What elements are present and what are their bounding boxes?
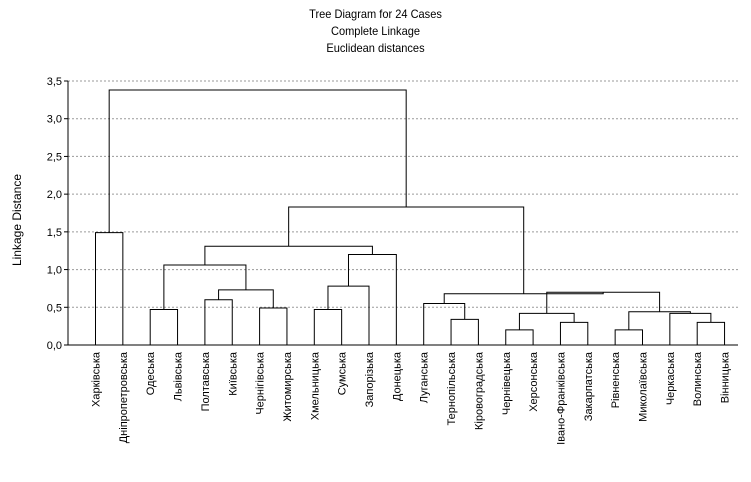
y-tick-label: 1,0 [47,265,62,277]
dendrogram-link [327,285,370,345]
case-label: Миколаївська [638,351,650,422]
case-label: Запорізька [364,351,376,407]
dendrogram-link [218,289,274,309]
dendrogram-link [546,291,661,314]
dendrogram-link [288,206,525,294]
case-label: Одеська [145,351,157,395]
case-label: Чернівецька [501,351,513,415]
chart-titles: Tree Diagram for 24 Cases Complete Linka… [0,6,751,57]
dendrogram-link [450,318,479,345]
case-label: Луганська [419,351,431,403]
case-label: Харківська [91,351,103,407]
dendrogram-link [423,303,466,345]
case-labels: Харківська Дніпропетровська Одеська Львівсь… [91,351,732,445]
y-axis-label: Linkage Distance [10,174,24,266]
case-label: Хмельницька [309,351,321,420]
y-tick-label: 2,0 [47,189,62,201]
chart-title: Tree Diagram for 24 Cases [309,7,442,21]
case-label: Черкаська [665,351,677,405]
chart-subtitle-linkage: Complete Linkage [330,24,420,38]
case-label: Кіровоградська [473,351,485,430]
case-label: Вінницька [720,351,732,403]
y-tick-label: 2,5 [47,151,62,163]
case-label: Чернігівська [255,351,267,415]
case-label: Львівська [173,351,185,401]
case-label: Рівненська [610,351,622,408]
dendrogram-link [628,311,691,330]
case-label: Дніпропетровська [118,351,130,443]
dendrogram-link [108,89,407,233]
case-label: Донецька [391,351,403,401]
dendrogram-link [669,312,712,345]
dendrogram-link [149,309,179,345]
dendrogram-link [95,232,124,345]
y-tick-label: 1,5 [47,227,62,239]
y-tick-label: 3,0 [47,114,62,126]
axes [67,81,738,346]
y-tick-label: 0,5 [47,302,62,314]
dendrogram-link [518,312,575,330]
dendrogram-link [696,321,726,345]
grid-lines [68,80,738,308]
dendrogram-link [204,245,373,266]
case-label: Тернопільська [446,351,458,425]
dendrogram-links [95,89,726,345]
case-label: Київська [227,351,239,396]
dendrogram-link [313,309,343,345]
case-label: Херсонська [528,351,540,412]
case-label: Сумська [337,351,349,395]
case-label: Полтавська [200,351,212,411]
y-tick-label: 0,0 [47,340,62,352]
case-label: Івано-Франківська [555,351,567,445]
dendrogram-link [505,329,534,345]
y-tick-label: 3,5 [47,76,62,88]
case-label: Волинська [692,351,704,406]
chart-subtitle-distance: Euclidean distances [326,41,425,55]
y-axis-ticks: 0,0 0,5 1,0 1,5 2,0 2,5 3,0 3,5 [47,76,68,352]
dendrogram-link [443,292,604,304]
dendrogram-link [347,253,397,345]
case-label: Житомирська [282,351,294,421]
dendrogram-link [259,307,288,345]
dendrogram-link [163,264,247,310]
dendrogram-link [614,329,643,345]
dendrogram-link [559,321,589,345]
case-label: Закарпатська [583,351,595,421]
dendrogram-link [204,299,233,345]
